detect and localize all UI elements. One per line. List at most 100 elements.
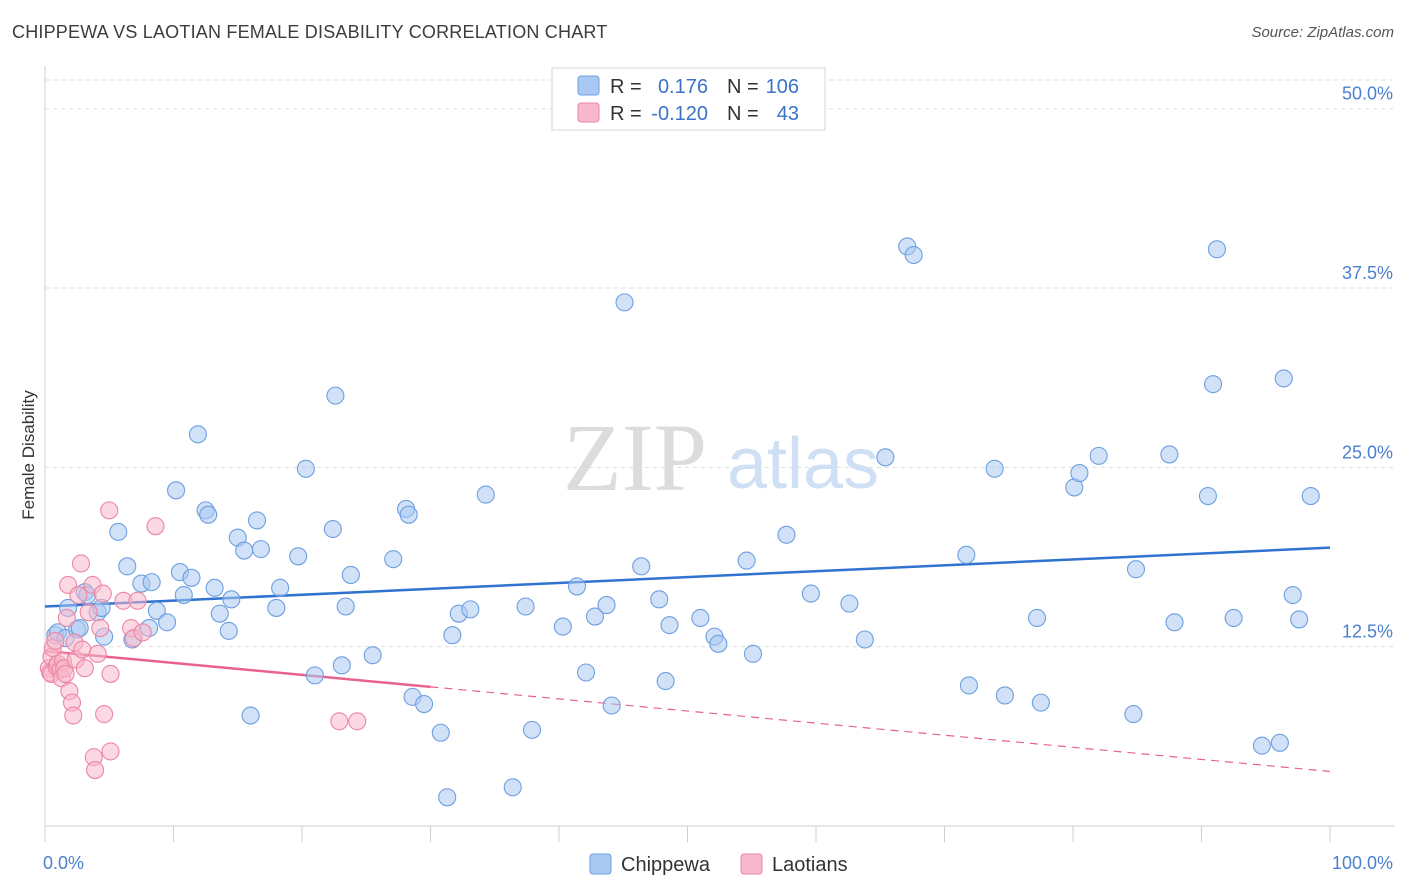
chippewa-point bbox=[1290, 610, 1309, 629]
chippewa-point bbox=[461, 600, 480, 619]
chippewa-point bbox=[567, 577, 587, 596]
laotian-point bbox=[46, 631, 65, 650]
grid-layer bbox=[45, 79, 1395, 648]
n-value-laotian: 43 bbox=[777, 103, 799, 125]
chippewa-point bbox=[363, 646, 382, 665]
points-layer bbox=[39, 237, 1320, 807]
y-tick-label: 25.0% bbox=[1342, 442, 1393, 462]
chippewa-point bbox=[142, 573, 161, 592]
laotian-point bbox=[91, 618, 110, 638]
chippewa-point bbox=[1204, 375, 1223, 394]
chippewa-point bbox=[222, 590, 241, 609]
chippewa-point bbox=[995, 686, 1014, 705]
chippewa-point bbox=[399, 505, 418, 524]
chippewa-point bbox=[1124, 705, 1143, 724]
axis-layer: 12.5% 25.0% 37.5% 50.0% 0.0% 100.0% bbox=[43, 66, 1395, 873]
chippewa-point bbox=[271, 578, 290, 597]
y-tick-label: 37.5% bbox=[1342, 263, 1393, 283]
y-tick-label: 12.5% bbox=[1342, 622, 1393, 642]
laotian-point bbox=[348, 712, 367, 731]
laotian-point bbox=[95, 705, 114, 724]
laotian-point bbox=[330, 712, 349, 731]
chippewa-point bbox=[516, 597, 535, 616]
laotian-point bbox=[86, 760, 105, 780]
legend-laotian-label: Laotians bbox=[772, 854, 848, 876]
chippewa-point bbox=[660, 616, 679, 635]
chippewa-point bbox=[632, 557, 651, 576]
chippewa-point bbox=[904, 245, 923, 265]
laotian-point bbox=[71, 554, 91, 573]
chippewa-point bbox=[1270, 733, 1289, 752]
chippewa-point bbox=[241, 706, 260, 725]
chippewa-point bbox=[443, 626, 462, 645]
n-label-chippewa: N = bbox=[727, 76, 759, 98]
chippewa-point bbox=[957, 545, 976, 564]
legend-laotian-swatch-icon bbox=[740, 853, 763, 875]
chippewa-point bbox=[210, 604, 229, 623]
laotian-point bbox=[64, 706, 83, 725]
chippewa-point bbox=[743, 644, 763, 663]
chippewa-point bbox=[1126, 560, 1146, 579]
laotian-point bbox=[133, 623, 152, 642]
chippewa-point bbox=[251, 540, 270, 559]
chippewa-point bbox=[597, 596, 616, 615]
chippewa-point bbox=[959, 676, 978, 695]
legend-chippewa-label: Chippewa bbox=[621, 854, 711, 876]
chippewa-point bbox=[289, 547, 308, 566]
chippewa-point bbox=[235, 541, 254, 560]
chippewa-point bbox=[296, 459, 315, 478]
chippewa-point bbox=[199, 505, 218, 524]
chippewa-point bbox=[1070, 464, 1089, 483]
n-label-laotian: N = bbox=[727, 103, 759, 125]
laotian-trend-line-dashed bbox=[430, 686, 1331, 773]
y-tick-label: 50.0% bbox=[1342, 84, 1393, 104]
chippewa-point bbox=[1031, 693, 1050, 712]
laotian-trend-line bbox=[44, 649, 431, 689]
chippewa-point bbox=[576, 663, 596, 682]
laotian-swatch-icon bbox=[577, 102, 600, 123]
chippewa-point bbox=[205, 578, 224, 597]
laotian-point bbox=[128, 591, 147, 610]
chippewa-point bbox=[1301, 486, 1320, 506]
laotian-point bbox=[88, 644, 107, 663]
chippewa-point bbox=[118, 557, 137, 576]
chart-title: CHIPPEWA VS LAOTIAN FEMALE DISABILITY CO… bbox=[12, 22, 608, 42]
laotian-point bbox=[57, 608, 76, 628]
chippewa-point bbox=[431, 723, 450, 742]
r-value-chippewa: 0.176 bbox=[658, 76, 708, 98]
laotian-point bbox=[100, 501, 119, 520]
chippewa-point bbox=[438, 788, 457, 807]
chippewa-point bbox=[855, 630, 874, 649]
watermark-zip: ZIP bbox=[563, 404, 707, 511]
chippewa-point bbox=[1252, 736, 1271, 755]
chippewa-point bbox=[801, 584, 820, 603]
chippewa-point bbox=[553, 617, 572, 636]
chippewa-point bbox=[522, 720, 542, 739]
chippewa-point bbox=[341, 565, 360, 584]
chippewa-point bbox=[709, 634, 728, 653]
chippewa-point bbox=[503, 778, 522, 797]
x-tick-label: 100.0% bbox=[1332, 853, 1393, 873]
chippewa-point bbox=[876, 448, 895, 467]
laotian-point bbox=[56, 664, 75, 683]
chippewa-swatch-icon bbox=[577, 75, 600, 96]
chippewa-point bbox=[1274, 369, 1293, 388]
chippewa-point bbox=[323, 519, 342, 539]
chippewa-point bbox=[602, 696, 621, 715]
chippewa-point bbox=[476, 485, 495, 504]
chippewa-point bbox=[737, 551, 756, 570]
chippewa-point bbox=[188, 425, 207, 444]
chippewa-point bbox=[650, 590, 669, 609]
chippewa-point bbox=[615, 293, 634, 312]
chippewa-point bbox=[174, 585, 193, 605]
chippewa-point bbox=[267, 598, 286, 617]
chippewa-point bbox=[158, 613, 177, 632]
chippewa-point bbox=[1089, 446, 1108, 465]
chippewa-point bbox=[332, 656, 351, 675]
watermark-atlas: atlas bbox=[727, 424, 879, 504]
chippewa-point bbox=[147, 601, 166, 620]
chippewa-point bbox=[247, 511, 267, 530]
chippewa-point bbox=[182, 568, 201, 587]
trend-layer bbox=[44, 546, 1331, 773]
